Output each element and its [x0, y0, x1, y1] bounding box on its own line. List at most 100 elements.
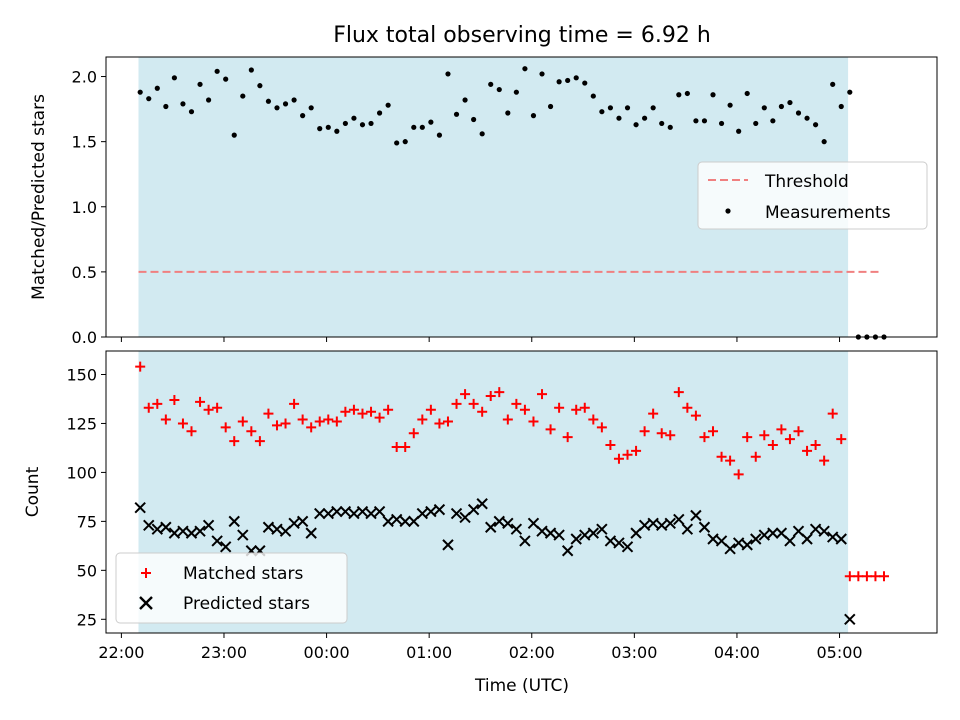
predicted-stars-point — [390, 513, 403, 526]
predicted-stars-point — [835, 533, 847, 545]
measurement-point — [265, 98, 272, 104]
y-tick-label: 0.5 — [72, 263, 97, 282]
measurement-point — [240, 93, 246, 99]
matched-stars-point — [784, 434, 795, 445]
matched-stars-point — [306, 422, 317, 433]
measurement-point — [676, 92, 682, 98]
matched-stars-point — [203, 404, 214, 415]
x-tick-label: 00:00 — [304, 643, 350, 662]
matched-stars-point — [195, 396, 206, 407]
matched-stars-point — [366, 406, 377, 417]
predicted-stars-point — [510, 523, 523, 535]
predicted-stars-point — [690, 509, 702, 522]
legend-matched-swatch — [141, 568, 151, 578]
matched-stars-point — [511, 398, 522, 409]
matched-stars-point — [177, 418, 188, 429]
predicted-stars-point — [314, 507, 326, 520]
measurement-point — [146, 96, 152, 102]
measurement-point — [633, 122, 639, 128]
y-tick-label: 25 — [77, 610, 97, 629]
predicted-stars-point — [579, 529, 591, 541]
predicted-stars-point — [296, 515, 309, 528]
matched-stars-point — [725, 455, 736, 466]
predicted-stars-point — [732, 537, 745, 549]
measurement-point — [684, 90, 690, 97]
matched-stars-point — [160, 414, 171, 425]
measurement-point — [351, 115, 357, 121]
predicted-stars-point — [844, 613, 856, 625]
measurement-point — [607, 105, 614, 111]
predicted-stars-point — [416, 507, 429, 520]
predicted-stars-point — [143, 519, 155, 531]
measurement-point — [795, 110, 802, 116]
measurement-point — [539, 71, 545, 77]
matched-stars-point — [331, 416, 342, 427]
predicted-stars-point — [450, 507, 463, 520]
matched-stars-point — [853, 571, 864, 582]
measurement-point — [300, 113, 306, 119]
matched-stars-point — [844, 571, 855, 582]
measurement-point — [659, 120, 665, 127]
predicted-stars-point — [587, 527, 600, 539]
matched-stars-point — [408, 428, 419, 439]
axes-frame — [105, 56, 938, 338]
measurement-point — [436, 132, 443, 138]
predicted-stars-point — [237, 529, 249, 541]
measurement-point — [590, 93, 596, 99]
predicted-stars-point — [570, 533, 582, 545]
matched-stars-point — [323, 414, 334, 425]
measurement-point — [736, 128, 742, 134]
measurement-point — [334, 128, 340, 134]
predicted-stars-point — [425, 505, 437, 518]
matched-stars-point — [494, 387, 505, 398]
predicted-stars-point — [707, 533, 719, 545]
measurement-point — [385, 102, 391, 108]
measurement-point — [496, 86, 502, 93]
measurement-point — [847, 89, 853, 95]
y-tick-label: 2.0 — [72, 68, 97, 87]
measurement-point — [505, 110, 511, 116]
ratio-legend: Threshold Measurements — [697, 161, 928, 230]
legend-box — [697, 161, 928, 230]
matched-stars-point — [759, 430, 770, 441]
matched-stars-point — [631, 445, 642, 456]
measurement-point — [787, 99, 793, 106]
series-points — [134, 361, 889, 625]
matched-stars-point — [374, 412, 385, 423]
predicted-stars-point — [433, 503, 446, 516]
matched-stars-point — [135, 361, 146, 372]
measurement-point — [342, 120, 348, 127]
matched-stars-point — [554, 402, 565, 413]
measurement-point — [804, 115, 810, 121]
x-tick-label: 04:00 — [714, 643, 760, 662]
matched-stars-point — [152, 398, 163, 409]
matched-stars-point — [502, 414, 513, 425]
measurement-point — [137, 89, 143, 95]
measurement-point — [325, 124, 331, 130]
measurement-point — [394, 140, 400, 146]
predicted-stars-point — [365, 507, 377, 520]
predicted-stars-point — [288, 517, 300, 530]
measurement-point — [419, 124, 425, 130]
matched-stars-point — [442, 416, 453, 427]
matched-stars-point — [819, 455, 830, 466]
measurement-point — [693, 118, 699, 124]
measurement-point — [402, 139, 408, 145]
measurement-point — [616, 115, 622, 121]
x-tick-label: 05:00 — [816, 643, 862, 662]
predicted-stars-point — [673, 513, 685, 526]
predicted-stars-point — [331, 505, 343, 518]
measurement-point — [274, 105, 280, 111]
predicted-stars-point — [322, 507, 334, 520]
matched-stars-point — [613, 453, 624, 464]
predicted-stars-point — [553, 529, 565, 541]
matched-stars-point — [767, 440, 778, 450]
measurement-point — [248, 67, 254, 73]
predicted-stars-point — [262, 521, 275, 533]
predicted-stars-point — [758, 529, 771, 541]
predicted-stars-point — [741, 539, 753, 551]
matched-stars-point — [237, 416, 248, 427]
matched-stars-point — [802, 445, 813, 456]
measurement-point — [547, 103, 554, 110]
measurement-point — [530, 113, 537, 119]
